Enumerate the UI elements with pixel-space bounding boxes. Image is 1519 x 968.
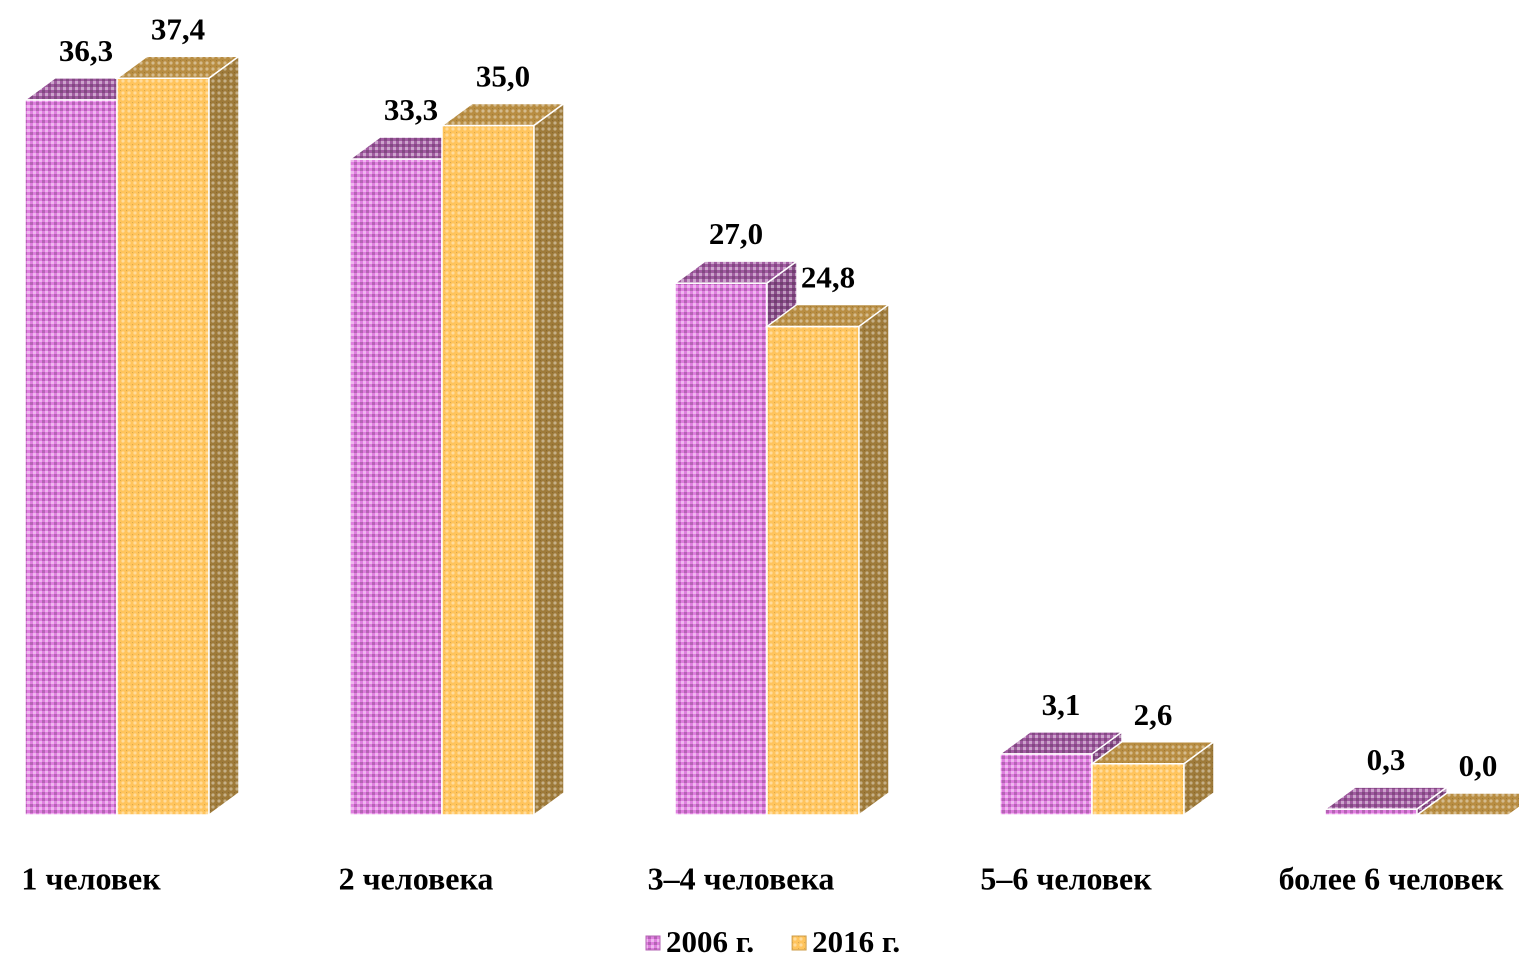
bar-side [858,302,890,817]
bar-front [766,325,860,816]
x-tick-label: более 6 человек [1279,860,1504,896]
x-tick-label: 2 человека [339,860,494,896]
bar-front [674,282,768,816]
bar-top [1414,792,1519,816]
value-label: 35,0 [476,59,530,94]
value-label: 24,8 [801,260,855,295]
bar-side [533,102,565,817]
bar-front [24,99,118,816]
bar-side [1183,740,1215,817]
x-tick-label: 1 человек [21,860,161,896]
bar-front [349,158,443,816]
bar-front [1091,763,1185,816]
bar-front [441,124,535,816]
value-label: 33,3 [384,92,438,127]
bar-front [116,77,210,816]
value-label: 0,0 [1459,748,1498,783]
bar-front [999,753,1093,816]
x-tick-label: 3–4 человека [648,860,835,896]
bar-side [208,54,240,817]
x-tick-label: 5–6 человек [980,860,1152,896]
bar-front [1324,808,1418,816]
value-label: 3,1 [1042,687,1081,722]
value-label: 27,0 [709,216,763,251]
legend-swatch [791,935,807,951]
value-label: 37,4 [151,11,205,46]
value-label: 2,6 [1134,697,1173,732]
legend-label: 2006 г. [666,924,754,959]
legend-swatch [645,935,661,951]
value-label: 0,3 [1367,742,1406,777]
value-label: 36,3 [59,33,113,68]
legend-label: 2016 г. [812,924,900,959]
